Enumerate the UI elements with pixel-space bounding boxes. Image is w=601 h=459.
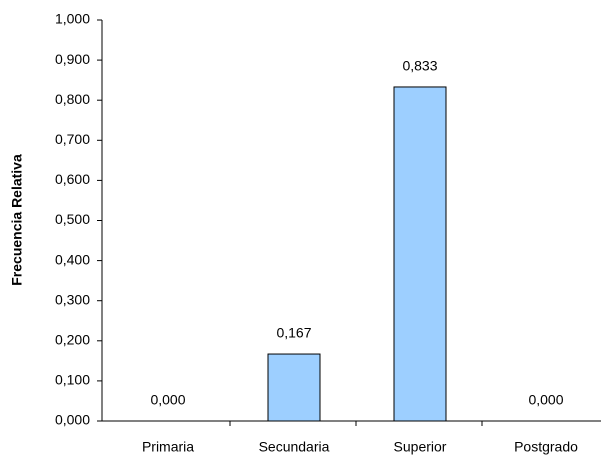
x-tick-label: Superior <box>394 439 447 455</box>
y-tick-label: 0,000 <box>55 412 90 428</box>
y-tick-label: 0,400 <box>55 251 90 267</box>
y-tick-label: 0,200 <box>55 332 90 348</box>
value-label: 0,833 <box>402 58 437 74</box>
bar <box>267 353 321 422</box>
x-tick-label: Secundaria <box>259 439 330 455</box>
y-tick-label: 1,000 <box>55 11 90 27</box>
y-tick-label: 0,300 <box>55 291 90 307</box>
value-label: 0,167 <box>276 325 311 341</box>
y-tick-label: 0,800 <box>55 91 90 107</box>
y-tick-label: 0,500 <box>55 211 90 227</box>
value-label: 0,000 <box>528 392 563 408</box>
bar <box>393 86 447 422</box>
y-tick-label: 0,600 <box>55 171 90 187</box>
y-axis-title: Frecuencia Relativa <box>9 154 25 286</box>
y-tick-label: 0,700 <box>55 131 90 147</box>
y-tick-label: 0,100 <box>55 372 90 388</box>
y-tick-label: 0,900 <box>55 51 90 67</box>
value-label: 0,000 <box>150 392 185 408</box>
x-tick-label: Postgrado <box>514 439 578 455</box>
x-tick-label: Primaria <box>142 439 194 455</box>
